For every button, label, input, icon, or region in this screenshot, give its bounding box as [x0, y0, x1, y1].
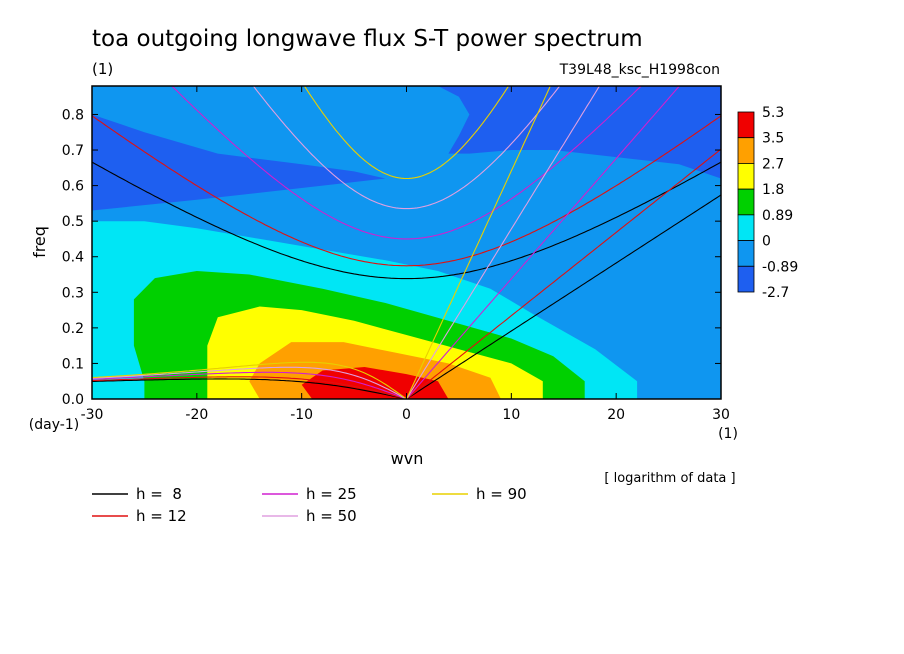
colorbar-swatch: [737, 265, 755, 293]
y-tick-label: 0.3: [62, 285, 84, 301]
kelvin-curve-h90: [405, 86, 551, 399]
x-axis-unit: (1): [718, 426, 738, 442]
legend-label: h = 50: [306, 507, 357, 525]
y-tick-label: 0.7: [62, 143, 84, 159]
x-tick-label: -30: [81, 407, 104, 423]
legend: h = 8 h = 12 h = 25 h = 50 h = 90: [92, 485, 527, 525]
colorbar-label: 0.89: [762, 208, 793, 224]
x-axis-ticks: -30 -20 -10 0 10 20 30: [81, 86, 730, 423]
rossby-curve-h25: [92, 371, 407, 399]
y-tick-label: 0.2: [62, 321, 84, 337]
log-note: [ logarithm of data ]: [604, 471, 735, 486]
colorbar-swatch: [737, 214, 755, 241]
y-axis-ticks: 0.0 0.1 0.2 0.3 0.4 0.5 0.6 0.7 0.8: [62, 107, 721, 408]
kelvin-curve-h12: [406, 148, 721, 399]
x-tick-label: 20: [607, 407, 625, 423]
x-axis-label: wvn: [391, 449, 424, 468]
colorbar-swatch: [737, 111, 755, 139]
x-tick-label: 10: [502, 407, 520, 423]
x-tick-label: -10: [290, 407, 313, 423]
colorbar-label: 1.8: [762, 182, 784, 198]
plot-area: [92, 86, 721, 399]
x-tick-label: 30: [712, 407, 730, 423]
rossby-curve-h90: [92, 361, 407, 399]
colorbar-swatch: [737, 137, 755, 164]
y-tick-label: 0.8: [62, 107, 84, 123]
contour-region-edge: [92, 356, 134, 399]
kelvin-curve-h25: [406, 86, 681, 399]
colorbar-label: 2.7: [762, 156, 784, 172]
y-axis-label: freq: [30, 226, 49, 258]
chart-subtitle-left: (1): [92, 60, 113, 78]
colorbar-label: 3.5: [762, 131, 784, 147]
legend-label: h = 12: [136, 507, 187, 525]
colorbar-label: -0.89: [762, 259, 798, 275]
kelvin-curve-h50: [406, 86, 601, 399]
rossby-curve-h8: [92, 378, 407, 399]
gravity-curve-h8: [92, 161, 721, 280]
dispersion-curves: [92, 86, 721, 399]
gravity-curve-h12: [92, 115, 721, 267]
legend-label: h = 25: [306, 485, 357, 503]
legend-label: h = 90: [476, 485, 527, 503]
legend-label: h = 8: [136, 485, 182, 503]
x-tick-label: -20: [185, 407, 208, 423]
y-tick-label: 0.4: [62, 250, 84, 266]
y-tick-label: 0.1: [62, 356, 84, 372]
colorbar-label: -2.7: [762, 285, 789, 301]
colorbar-swatch: [737, 188, 755, 216]
y-tick-label: 0.0: [62, 392, 84, 408]
colorbar-label: 0: [762, 234, 771, 250]
y-axis-unit: (day-1): [29, 417, 79, 433]
y-tick-label: 0.6: [62, 179, 84, 195]
colorbar-label: 5.3: [762, 105, 784, 121]
chart-title: toa outgoing longwave flux S-T power spe…: [92, 26, 643, 52]
gravity-curve-h25: [171, 86, 642, 240]
rossby-curve-h12: [92, 376, 407, 399]
y-tick-label: 0.5: [62, 214, 84, 230]
gravity-curve-h50: [252, 86, 561, 210]
colorbar-swatch: [737, 163, 755, 190]
colorbar: 5.3 3.5 2.7 1.8 0.89 0 -0.89 -2.7: [737, 105, 798, 301]
colorbar-swatch: [737, 240, 755, 267]
chart-subtitle-right: T39L48_ksc_H1998con: [559, 62, 720, 78]
kelvin-curve-h8: [406, 194, 721, 399]
gravity-curve-h90: [303, 86, 510, 180]
rossby-curve-h50: [92, 366, 407, 399]
x-tick-label: 0: [402, 407, 411, 423]
